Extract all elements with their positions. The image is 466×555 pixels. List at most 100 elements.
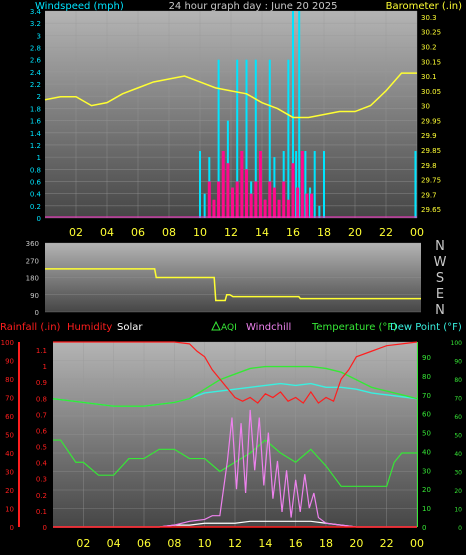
temperature-tick-label: 10 bbox=[422, 505, 431, 513]
aqi-tick-label: 10 bbox=[454, 507, 462, 514]
rainfall-tick-label: 0.5 bbox=[36, 444, 47, 452]
windspeed-tick-label: 1.2 bbox=[30, 142, 41, 150]
aqi-tick-label: 70 bbox=[454, 396, 462, 403]
solar-legend: Solar bbox=[117, 322, 143, 333]
barometer-tick-label: 29.7 bbox=[421, 191, 437, 199]
windspeed-tick-label: 0.4 bbox=[30, 191, 42, 199]
windspeed-bar bbox=[318, 205, 321, 218]
rainfall-tick-label: 0.4 bbox=[36, 460, 48, 468]
panel1-x-tick-label: 10 bbox=[193, 226, 207, 239]
barometer-line bbox=[44, 72, 417, 119]
gust-bar bbox=[282, 181, 286, 218]
aqi-tick-label: 80 bbox=[454, 377, 462, 384]
gust-bar bbox=[268, 181, 272, 218]
gust-bar bbox=[217, 181, 221, 218]
barometer-tick-label: 30.25 bbox=[421, 29, 441, 37]
rainfall-tick-label: 0.6 bbox=[36, 427, 48, 435]
aqi-tick-label: 90 bbox=[454, 359, 462, 366]
gust-bar bbox=[221, 151, 225, 218]
windspeed-bar bbox=[199, 151, 201, 218]
windspeed-tick-label: 3.2 bbox=[30, 20, 41, 28]
barometer-tick-label: 29.9 bbox=[421, 132, 437, 140]
windspeed-bar bbox=[414, 151, 417, 218]
windspeed-bar bbox=[292, 11, 294, 218]
windspeed-bar bbox=[287, 59, 290, 218]
gust-bar bbox=[263, 199, 267, 218]
windspeed-tick-label: 2.8 bbox=[30, 45, 41, 53]
windspeed-bar bbox=[309, 187, 312, 218]
panel3-x-tick-label: 18 bbox=[319, 537, 333, 550]
humidity-tick-label: 80 bbox=[5, 376, 14, 384]
gust-bar bbox=[254, 181, 258, 218]
humidity-tick-label: 20 bbox=[5, 487, 14, 495]
temperature-legend: Temperature (°F) bbox=[311, 322, 397, 333]
windspeed-tick-label: 0.8 bbox=[30, 166, 41, 174]
gust-bar bbox=[226, 163, 230, 218]
humidity-tick-label: 50 bbox=[5, 432, 14, 440]
windspeed-tick-label: 1.8 bbox=[30, 105, 41, 113]
rainfall-tick-label: 0.9 bbox=[36, 379, 47, 387]
compass-direction-label: E bbox=[436, 287, 444, 302]
panel3-x-tick-label: 20 bbox=[349, 537, 363, 550]
gust-bar bbox=[207, 181, 211, 218]
dewpoint-legend: Dew Point (°F) bbox=[390, 322, 462, 333]
temperature-line bbox=[52, 365, 418, 407]
gust-bar bbox=[258, 151, 262, 218]
temperature-tick-label: 40 bbox=[422, 448, 431, 456]
rainfall-legend: Rainfall (.in) bbox=[0, 322, 61, 333]
gust-bar bbox=[240, 151, 244, 218]
barometer-tick-label: 30.3 bbox=[421, 14, 437, 22]
temperature-tick-label: 30 bbox=[422, 467, 431, 475]
rainfall-tick-label: 1 bbox=[43, 363, 47, 371]
compass-direction-label: W bbox=[434, 255, 447, 270]
aqi-tick-label: 30 bbox=[454, 470, 462, 477]
direction-tick-label: 270 bbox=[26, 257, 39, 265]
rainfall-tick-label: 0.1 bbox=[36, 508, 47, 516]
gust-bar bbox=[235, 181, 239, 218]
windspeed-bar bbox=[313, 151, 316, 218]
gust-bar bbox=[310, 193, 314, 218]
direction-tick-label: 360 bbox=[26, 240, 39, 248]
windspeed-tick-label: 1 bbox=[37, 154, 41, 162]
humidity-tick-label: 70 bbox=[5, 395, 14, 403]
aqi-tick-label: 40 bbox=[454, 451, 462, 458]
panel1-x-tick-label: 16 bbox=[286, 226, 300, 239]
panel1-x-tick-label: 02 bbox=[69, 226, 83, 239]
temperature-tick-label: 90 bbox=[422, 354, 431, 362]
windspeed-bar bbox=[304, 151, 307, 218]
panel1-x-tick-label: 12 bbox=[224, 226, 238, 239]
aqi-legend: AQI bbox=[221, 323, 237, 333]
barometer-tick-label: 29.85 bbox=[421, 147, 441, 155]
temperature-tick-label: 80 bbox=[422, 373, 431, 381]
aqi-tick-label: 20 bbox=[454, 488, 462, 495]
compass-direction-label: N bbox=[435, 303, 445, 318]
aqi-tick-label: 60 bbox=[454, 414, 462, 421]
windspeed-tick-label: 3 bbox=[37, 32, 41, 40]
humidity-legend: Humidity bbox=[67, 322, 112, 333]
panel1-x-tick-label: 06 bbox=[131, 226, 145, 239]
humidity-tick-label: 90 bbox=[5, 358, 14, 366]
windspeed-axis-label: Windspeed (mph) bbox=[35, 1, 124, 12]
panel3-x-tick-label: 08 bbox=[167, 537, 181, 550]
barometer-tick-label: 30.2 bbox=[421, 43, 437, 51]
windchill-line bbox=[53, 409, 417, 528]
windspeed-bar bbox=[245, 59, 248, 218]
rainfall-tick-label: 1.1 bbox=[36, 347, 47, 355]
windspeed-tick-label: 2 bbox=[37, 93, 41, 101]
panel3-x-tick-label: 10 bbox=[198, 537, 212, 550]
wind-direction-line bbox=[45, 268, 421, 302]
humidity-tick-label: 100 bbox=[1, 339, 14, 347]
windspeed-tick-label: 2.2 bbox=[30, 81, 41, 89]
windspeed-bar bbox=[217, 59, 220, 218]
windspeed-tick-label: 0.6 bbox=[30, 178, 42, 186]
temperature-tick-label: 50 bbox=[422, 430, 431, 438]
windspeed-tick-label: 3.4 bbox=[30, 8, 42, 16]
gust-bar bbox=[286, 199, 290, 218]
windspeed-bar bbox=[298, 11, 301, 218]
barometer-tick-label: 29.95 bbox=[421, 117, 441, 125]
gust-bar bbox=[245, 169, 248, 218]
barometer-axis-label: Barometer (.in) bbox=[386, 1, 462, 12]
panel3-x-tick-label: 12 bbox=[228, 537, 242, 550]
windchill-legend: Windchill bbox=[246, 322, 291, 333]
